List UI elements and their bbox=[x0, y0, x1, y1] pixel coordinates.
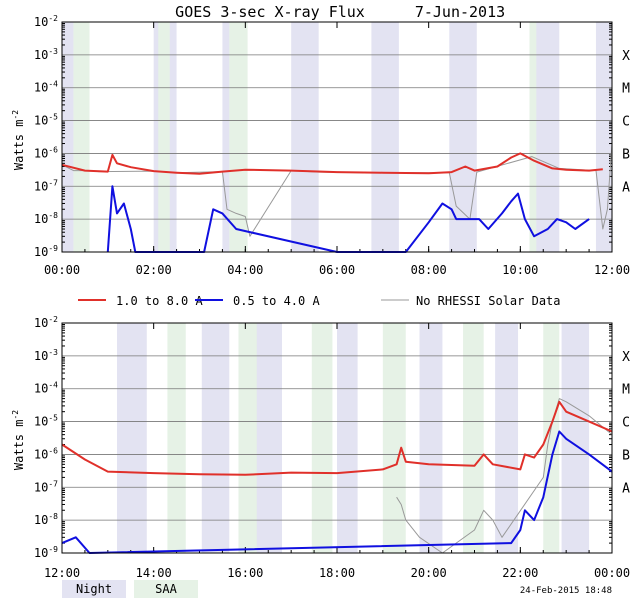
y-tick-label: 10-9 bbox=[34, 244, 58, 259]
y-tick-label: 10-6 bbox=[34, 446, 58, 461]
night-band bbox=[419, 323, 443, 553]
flare-class-label: B bbox=[622, 147, 630, 162]
y-tick-label: 10-8 bbox=[34, 512, 58, 527]
night-key-label: Night bbox=[76, 582, 112, 596]
x-tick-label: 00:00 bbox=[44, 263, 80, 277]
svg-text:Watts m-2: Watts m-2 bbox=[11, 410, 26, 470]
legend-label-short: 0.5 to 4.0 A bbox=[233, 294, 320, 308]
x-tick-label: 12:00 bbox=[594, 263, 630, 277]
series-short-wavelength bbox=[106, 185, 590, 253]
y-axis-label-bottom: Watts m-2 bbox=[11, 410, 26, 470]
y-tick-label: 10-2 bbox=[34, 315, 58, 330]
y-tick-label: 10-5 bbox=[34, 113, 58, 128]
legend-label-nodata: No RHESSI Solar Data bbox=[416, 294, 561, 308]
x-tick-label: 18:00 bbox=[319, 566, 355, 580]
saa-band bbox=[238, 323, 257, 553]
plot-frame bbox=[61, 21, 613, 253]
saa-band bbox=[529, 22, 537, 252]
night-band bbox=[337, 323, 358, 553]
series-long-wavelength bbox=[61, 400, 613, 476]
night-band bbox=[449, 22, 477, 252]
flare-class-label: M bbox=[622, 82, 630, 97]
chart-date: 7-Jun-2013 bbox=[415, 3, 505, 21]
flare-class-label: B bbox=[622, 448, 630, 463]
x-tick-label: 14:00 bbox=[136, 566, 172, 580]
saa-band bbox=[73, 22, 90, 252]
flare-class-label: C bbox=[622, 416, 630, 431]
night-key-box bbox=[62, 580, 126, 598]
y-tick-label: 10-7 bbox=[34, 178, 58, 193]
night-band bbox=[495, 323, 519, 553]
y-tick-label: 10-3 bbox=[34, 47, 58, 62]
series-no-rhessi-data bbox=[396, 398, 613, 554]
y-tick-label: 10-6 bbox=[34, 145, 58, 160]
plot-frame bbox=[61, 322, 613, 554]
ylabel-text-bottom: Watts m bbox=[12, 420, 26, 471]
x-tick-label: 16:00 bbox=[227, 566, 263, 580]
night-band bbox=[201, 323, 230, 553]
flare-class-label: X bbox=[622, 350, 630, 365]
flare-class-label: C bbox=[622, 115, 630, 130]
ylabel-text-top: Watts m bbox=[12, 120, 26, 171]
x-tick-label: 22:00 bbox=[502, 566, 538, 580]
ylabel-exp-bottom: -2 bbox=[11, 410, 20, 420]
footer-date: 24-Feb-2015 18:48 bbox=[520, 586, 612, 596]
y-tick-label: 10-4 bbox=[34, 381, 58, 396]
y-tick-label: 10-8 bbox=[34, 211, 58, 226]
legend-label-long: 1.0 to 8.0 A bbox=[116, 294, 203, 308]
night-band bbox=[291, 22, 319, 252]
series-long-wavelength bbox=[61, 152, 603, 175]
x-tick-label: 08:00 bbox=[411, 263, 447, 277]
x-tick-label: 00:00 bbox=[594, 566, 630, 580]
chart-title: GOES 3-sec X-ray Flux bbox=[175, 3, 365, 21]
saa-band bbox=[382, 323, 406, 553]
night-band bbox=[371, 22, 399, 252]
y-tick-label: 10-9 bbox=[34, 545, 58, 560]
saa-key-box bbox=[134, 580, 198, 598]
svg-text:Watts m-2: Watts m-2 bbox=[11, 110, 26, 170]
ylabel-exp-top: -2 bbox=[11, 110, 20, 120]
x-tick-label: 04:00 bbox=[227, 263, 263, 277]
x-tick-label: 20:00 bbox=[411, 566, 447, 580]
night-band bbox=[117, 323, 147, 553]
y-tick-label: 10-3 bbox=[34, 348, 58, 363]
x-tick-label: 02:00 bbox=[136, 263, 172, 277]
panel-bottom: 10-2 10-3 10-4 10-5 10-6 10-7 10-8 10-9 X M C B A 12:… bbox=[34, 315, 630, 580]
x-tick-label: 10:00 bbox=[502, 263, 538, 277]
saa-band bbox=[543, 323, 560, 553]
y-axis-label-top: Watts m-2 bbox=[11, 110, 26, 170]
night-band bbox=[62, 22, 74, 252]
y-tick-label: 10-5 bbox=[34, 414, 58, 429]
night-band bbox=[252, 323, 282, 553]
flare-class-label: M bbox=[622, 383, 630, 398]
flare-class-label: X bbox=[622, 49, 630, 64]
y-tick-label: 10-4 bbox=[34, 80, 58, 95]
x-tick-label: 06:00 bbox=[319, 263, 355, 277]
panel-top: 10-2 10-3 10-4 10-5 10-6 10-7 10-8 10-9 X M C B A 00:… bbox=[34, 14, 630, 277]
y-tick-label: 10-7 bbox=[34, 479, 58, 494]
saa-key-label: SAA bbox=[155, 582, 177, 596]
flare-class-label: A bbox=[622, 180, 630, 195]
saa-band bbox=[158, 22, 170, 252]
saa-band bbox=[311, 323, 333, 553]
x-tick-label: 12:00 bbox=[44, 566, 80, 580]
saa-band bbox=[463, 323, 484, 553]
saa-band bbox=[229, 22, 248, 252]
saa-band bbox=[167, 323, 186, 553]
legend: 1.0 to 8.0 A 0.5 to 4.0 A No RHESSI Sola… bbox=[78, 294, 561, 308]
y-tick-label: 10-2 bbox=[34, 14, 58, 29]
flare-class-label: A bbox=[622, 481, 630, 496]
